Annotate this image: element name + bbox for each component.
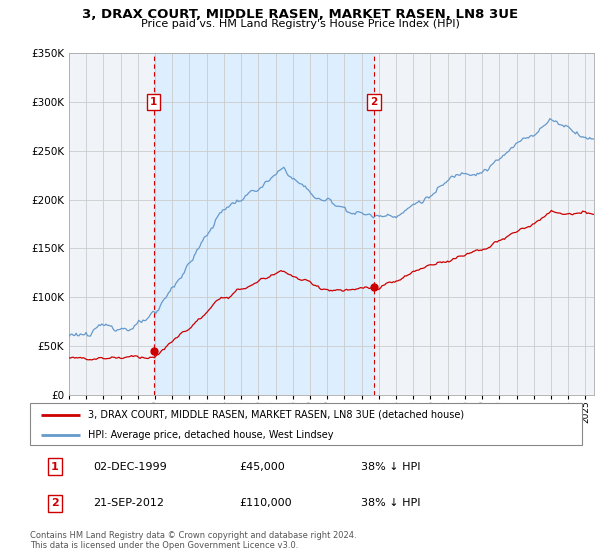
Text: 02-DEC-1999: 02-DEC-1999	[94, 462, 167, 472]
Bar	[154, 53, 374, 395]
Text: Price paid vs. HM Land Registry's House Price Index (HPI): Price paid vs. HM Land Registry's House …	[140, 19, 460, 29]
Text: HPI: Average price, detached house, West Lindsey: HPI: Average price, detached house, West…	[88, 430, 334, 440]
Text: £110,000: £110,000	[240, 498, 292, 508]
Text: 2: 2	[370, 97, 377, 107]
Text: 38% ↓ HPI: 38% ↓ HPI	[361, 462, 421, 472]
FancyBboxPatch shape	[30, 403, 582, 445]
Text: 3, DRAX COURT, MIDDLE RASEN, MARKET RASEN, LN8 3UE: 3, DRAX COURT, MIDDLE RASEN, MARKET RASE…	[82, 8, 518, 21]
Text: £45,000: £45,000	[240, 462, 286, 472]
Text: 2: 2	[51, 498, 59, 508]
Text: 3, DRAX COURT, MIDDLE RASEN, MARKET RASEN, LN8 3UE (detached house): 3, DRAX COURT, MIDDLE RASEN, MARKET RASE…	[88, 410, 464, 420]
Text: Contains HM Land Registry data © Crown copyright and database right 2024.
This d: Contains HM Land Registry data © Crown c…	[30, 531, 356, 550]
Text: 1: 1	[51, 462, 59, 472]
Text: 21-SEP-2012: 21-SEP-2012	[94, 498, 164, 508]
Text: 1: 1	[150, 97, 157, 107]
Text: 38% ↓ HPI: 38% ↓ HPI	[361, 498, 421, 508]
